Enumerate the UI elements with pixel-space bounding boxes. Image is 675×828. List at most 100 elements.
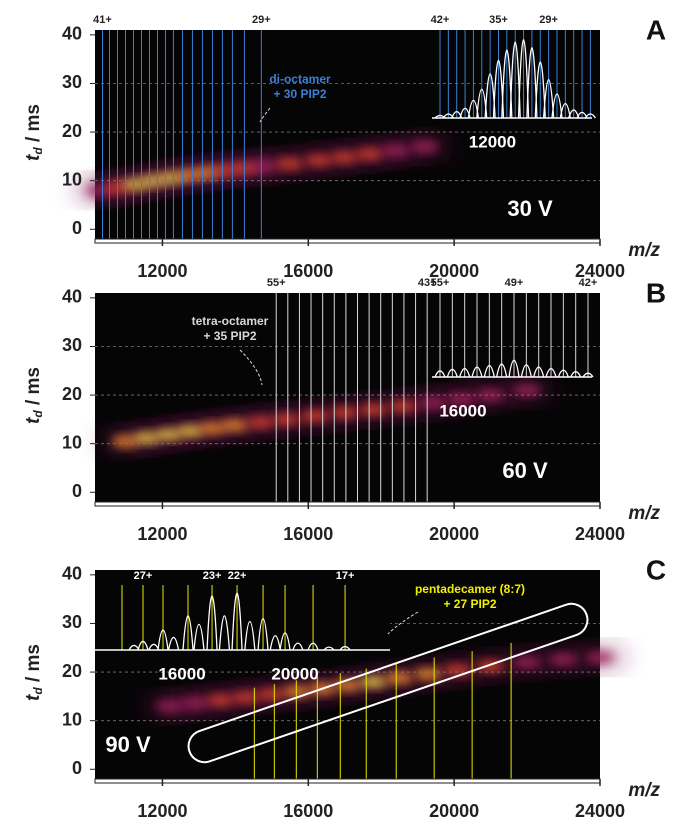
inset-bg (95, 571, 390, 650)
inset-peak (292, 642, 304, 651)
annotation: + 27 PIP2 (443, 597, 496, 611)
inset-peak (582, 372, 594, 378)
inset-peak (339, 645, 351, 651)
panel: 0 10 20 30 40 27+ 23+ 22+ 17+ 16000 20000 12000 1600… (23, 554, 666, 820)
inset-peak (534, 61, 546, 119)
y-axis-label-part: t (23, 154, 44, 161)
panel-letter: A (646, 14, 666, 45)
y-tick-label: 0 (72, 481, 82, 501)
inset-tick-label: 12000 (469, 132, 516, 151)
inset-peak (542, 79, 555, 119)
heat-spot (476, 389, 505, 402)
inset-peak (496, 363, 508, 378)
inset-charge-label: 35+ (489, 14, 508, 26)
y-tick-label: 30 (62, 335, 82, 355)
inset-peak (508, 359, 520, 378)
inset-peak (559, 102, 571, 119)
inset-tick-label: 16000 (439, 401, 486, 420)
inset-peak (557, 369, 569, 378)
inset-peak (157, 629, 169, 651)
heat-spot (410, 140, 439, 153)
inset-peak (218, 615, 231, 651)
inset-peak (446, 368, 458, 378)
annotation: + 35 PIP2 (203, 329, 256, 343)
x-tick-label: 24000 (575, 801, 625, 821)
panel: 0 10 20 30 40 41+ 29+ 42+ 35+ 29+ 12000 12000 16000 2… (23, 14, 666, 281)
x-axis-label: m/z (628, 503, 660, 524)
inset-charge-label: 29+ (539, 14, 558, 26)
charge-label: 41+ (93, 14, 112, 26)
y-tick-label: 20 (62, 661, 82, 681)
x-tick-label: 16000 (283, 801, 333, 821)
inset-charge-label: 49+ (505, 277, 524, 289)
x-tick-label: 16000 (283, 524, 333, 544)
annotation: + 30 PIP2 (273, 87, 326, 101)
inset-peak (167, 636, 180, 651)
inset-charge-label: 42+ (431, 14, 450, 26)
heat-spot (586, 651, 614, 664)
inset-peak (434, 370, 446, 378)
heat-spot (513, 656, 542, 669)
y-axis-label-part: d (31, 410, 45, 418)
inset-tick-label: 20000 (271, 664, 318, 683)
y-axis-label: td / ms (23, 367, 45, 424)
inset-peak (545, 367, 557, 378)
inset-peak (193, 624, 205, 651)
inset-peak (533, 366, 545, 378)
heat-spot (513, 384, 542, 397)
x-tick-label: 12000 (137, 261, 187, 281)
inset-peak (483, 364, 495, 378)
x-tick-label: 16000 (283, 261, 333, 281)
y-axis-label-part: t (23, 417, 44, 424)
x-tick-label: 20000 (429, 261, 479, 281)
inset-charge-label: 17+ (336, 570, 355, 582)
y-axis-label-part: / ms (23, 367, 44, 410)
panel-letter: B (646, 277, 666, 308)
heat-map (143, 647, 626, 717)
charge-label: 29+ (252, 14, 271, 26)
y-tick-label: 40 (62, 287, 82, 307)
inset-peak (244, 621, 256, 651)
inset-peak (584, 113, 596, 119)
y-axis-label-part: t (23, 694, 44, 701)
inset-charge-label: 55+ (431, 277, 450, 289)
y-tick-label: 20 (62, 384, 82, 404)
voltage-label: 30 V (507, 196, 553, 221)
inset-peak (526, 46, 538, 119)
inset-peak (520, 364, 532, 378)
heat-map (99, 380, 554, 452)
inset-peak (517, 39, 530, 119)
plot-area (95, 30, 600, 239)
inset-peak (323, 646, 335, 651)
x-axis-strip (94, 501, 601, 507)
annotation: di-octamer (269, 72, 331, 86)
y-tick-label: 30 (62, 612, 82, 632)
annotation: pentadecamer (8:7) (415, 582, 525, 596)
charge-label: 55+ (267, 277, 286, 289)
x-axis-strip (94, 778, 601, 784)
y-axis-label-part: d (31, 147, 45, 155)
inset-peak (182, 615, 194, 651)
x-tick-label: 24000 (575, 524, 625, 544)
y-tick-label: 10 (62, 432, 82, 452)
annotation-leader (387, 611, 419, 635)
annotation: tetra-octamer (192, 314, 269, 328)
y-tick-label: 30 (62, 72, 82, 92)
y-tick-label: 20 (62, 121, 82, 141)
inset-tick-label: 16000 (158, 664, 205, 683)
inset-peak (551, 93, 563, 119)
panel-letter: C (646, 554, 666, 585)
voltage-label: 90 V (105, 732, 151, 757)
inset-peak (137, 640, 149, 651)
inset-charge-label: 23+ (203, 570, 222, 582)
y-tick-label: 10 (62, 709, 82, 729)
x-axis-label: m/z (628, 780, 660, 801)
inset-peak (509, 41, 521, 119)
y-tick-label: 0 (72, 218, 82, 238)
x-tick-label: 24000 (575, 261, 625, 281)
y-axis-label: td / ms (23, 104, 45, 161)
x-tick-label: 12000 (137, 524, 187, 544)
y-tick-label: 40 (62, 564, 82, 584)
